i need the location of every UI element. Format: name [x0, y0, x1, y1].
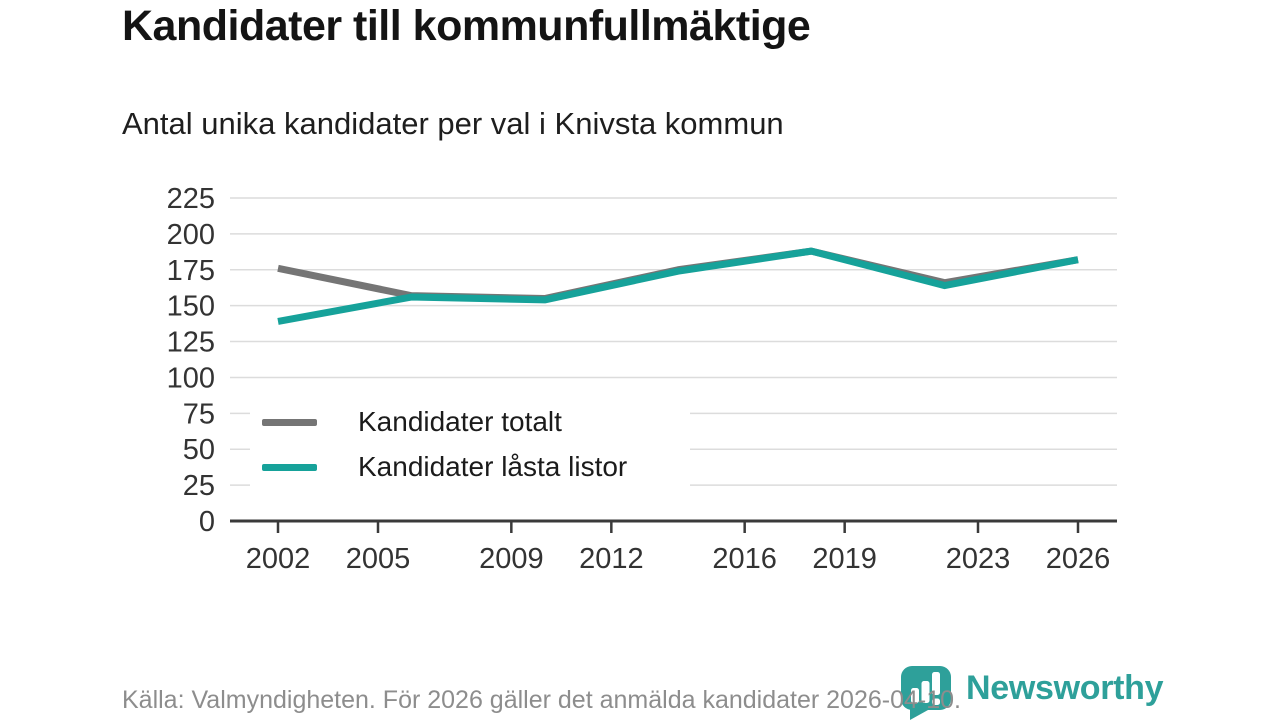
x-tick-label: 2026 [1046, 543, 1111, 575]
chart-legend: Kandidater totalt Kandidater låsta listo… [250, 397, 690, 492]
x-tick-label: 2016 [712, 543, 777, 575]
y-tick-label: 25 [183, 470, 215, 502]
series-line-kandidater-l-sta-listor [277, 247, 1079, 325]
y-tick-label: 200 [167, 219, 215, 251]
speech-bubble-bar-chart-icon [901, 666, 951, 720]
newsworthy-wordmark: Newsworthy [966, 669, 1164, 707]
x-tick-label: 2005 [346, 543, 411, 575]
legend-swatch-gray [262, 418, 317, 426]
y-tick-label: 75 [183, 398, 215, 430]
y-tick-label: 125 [167, 327, 215, 359]
x-tick-label: 2023 [946, 543, 1011, 575]
legend-item-lasta-listor: Kandidater låsta listor [250, 445, 690, 490]
page-title: Kandidater till kommunfullmäktige [122, 2, 811, 50]
legend-item-totalt: Kandidater totalt [250, 400, 690, 445]
legend-label-totalt: Kandidater totalt [358, 406, 562, 437]
x-tick-label: 2012 [579, 543, 644, 575]
legend-swatch-teal [262, 463, 317, 471]
x-tick-label: 2019 [812, 543, 877, 575]
series-line-kandidater-totalt [277, 247, 1079, 302]
source-note: Källa: Valmyndigheten. För 2026 gäller d… [122, 686, 961, 714]
y-tick-label: 175 [167, 255, 215, 287]
y-tick-label: 0 [199, 506, 215, 538]
newsworthy-logo: Newsworthy [898, 663, 1164, 721]
legend-label-lasta-listor: Kandidater låsta listor [358, 451, 628, 482]
x-tick-label: 2009 [479, 543, 544, 575]
y-tick-label: 150 [167, 291, 215, 323]
x-tick-label: 2002 [246, 543, 311, 575]
y-tick-label: 50 [183, 434, 215, 466]
y-tick-label: 225 [167, 183, 215, 215]
y-tick-label: 100 [167, 362, 215, 394]
chart-subtitle: Antal unika kandidater per val i Knivsta… [122, 106, 784, 141]
